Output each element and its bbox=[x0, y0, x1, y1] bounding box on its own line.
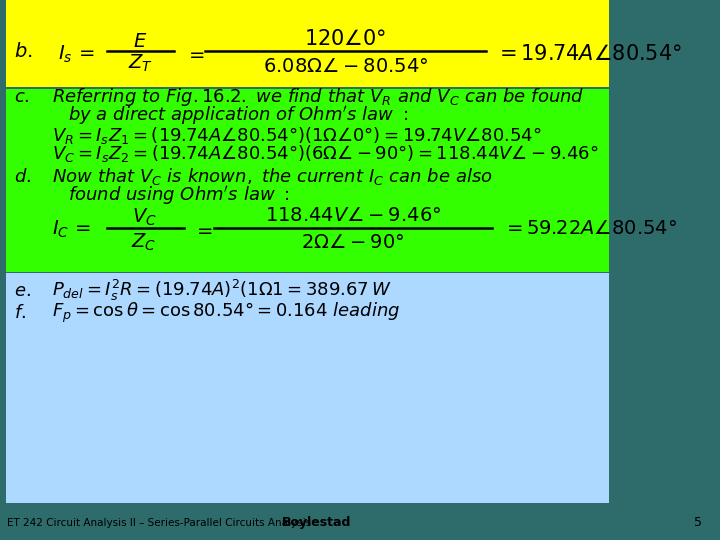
Text: $Z_C$: $Z_C$ bbox=[131, 231, 157, 253]
Text: $V_C$: $V_C$ bbox=[132, 206, 156, 228]
Text: $d.$: $d.$ bbox=[14, 167, 32, 186]
Text: $2\Omega\angle -90°$: $2\Omega\angle -90°$ bbox=[301, 234, 405, 252]
Text: $V_C = I_s Z_2 = (19.74A\angle 80.54°)(6\Omega\angle - 90°) = 118.44V\angle -9.4: $V_C = I_s Z_2 = (19.74A\angle 80.54°)(6… bbox=[52, 144, 598, 164]
Text: ET 242 Circuit Analysis II – Series-Parallel Circuits Analysis: ET 242 Circuit Analysis II – Series-Para… bbox=[7, 518, 311, 528]
Text: $E$: $E$ bbox=[133, 33, 148, 51]
Text: $b.$: $b.$ bbox=[14, 42, 33, 61]
Text: $V_R = I_s Z_1 = (19.74A\angle 80.54°)(1\Omega\angle 0°) = 19.74V\angle 80.54°$: $V_R = I_s Z_1 = (19.74A\angle 80.54°)(1… bbox=[52, 125, 541, 146]
Text: $\mathit{Now\ that\ }V_C\mathit{\ is\ known,\ the\ current\ }I_C\mathit{\ can\ b: $\mathit{Now\ that\ }V_C\mathit{\ is\ kn… bbox=[52, 166, 492, 187]
Bar bbox=[6, 273, 609, 503]
Text: $6.08\Omega\angle-80.54°$: $6.08\Omega\angle-80.54°$ bbox=[263, 58, 428, 76]
Bar bbox=[6, 89, 609, 272]
Text: 5: 5 bbox=[694, 516, 703, 529]
Text: $I_C\,=$: $I_C\,=$ bbox=[52, 219, 91, 240]
Text: $\mathit{found\ using\ Ohm's\ law\ :}$: $\mathit{found\ using\ Ohm's\ law\ :}$ bbox=[68, 184, 289, 207]
Text: $f.$: $f.$ bbox=[14, 304, 27, 322]
Text: $118.44V\angle -9.46°$: $118.44V\angle -9.46°$ bbox=[265, 207, 441, 225]
Text: $e.$: $e.$ bbox=[14, 281, 31, 300]
Text: $I_s\,=$: $I_s\,=$ bbox=[58, 43, 94, 65]
Text: $\mathit{by\ a\ direct\ application\ of\ Ohm's\ law\ :}$: $\mathit{by\ a\ direct\ application\ of\… bbox=[68, 104, 408, 126]
Text: $\mathit{Referring\ to\ Fig.16.2.\ we\ find\ that\ }V_R\mathit{\ and\ }V_C\mathi: $\mathit{Referring\ to\ Fig.16.2.\ we\ f… bbox=[52, 86, 584, 108]
Bar bbox=[6, 0, 609, 87]
Text: $=$: $=$ bbox=[185, 45, 205, 63]
Text: $=$: $=$ bbox=[193, 220, 213, 239]
Text: $P_{del} = I_s^2 R = (19.74A)^2(1\Omega 1= 389.67\,W$: $P_{del} = I_s^2 R = (19.74A)^2(1\Omega … bbox=[52, 278, 392, 303]
Text: $= 59.22A\angle 80.54°$: $= 59.22A\angle 80.54°$ bbox=[503, 220, 677, 239]
Text: Boylestad: Boylestad bbox=[282, 516, 351, 529]
Text: $120\angle 0°$: $120\angle 0°$ bbox=[305, 29, 387, 49]
Text: $Z_T$: $Z_T$ bbox=[128, 53, 153, 75]
Text: $F_p = \cos\theta = \cos 80.54° = 0.164\ \mathit{leading}$: $F_p = \cos\theta = \cos 80.54° = 0.164\… bbox=[52, 301, 400, 325]
Text: $c.$: $c.$ bbox=[14, 88, 30, 106]
Text: $=19.74A\angle 80.54°$: $=19.74A\angle 80.54°$ bbox=[495, 44, 683, 64]
